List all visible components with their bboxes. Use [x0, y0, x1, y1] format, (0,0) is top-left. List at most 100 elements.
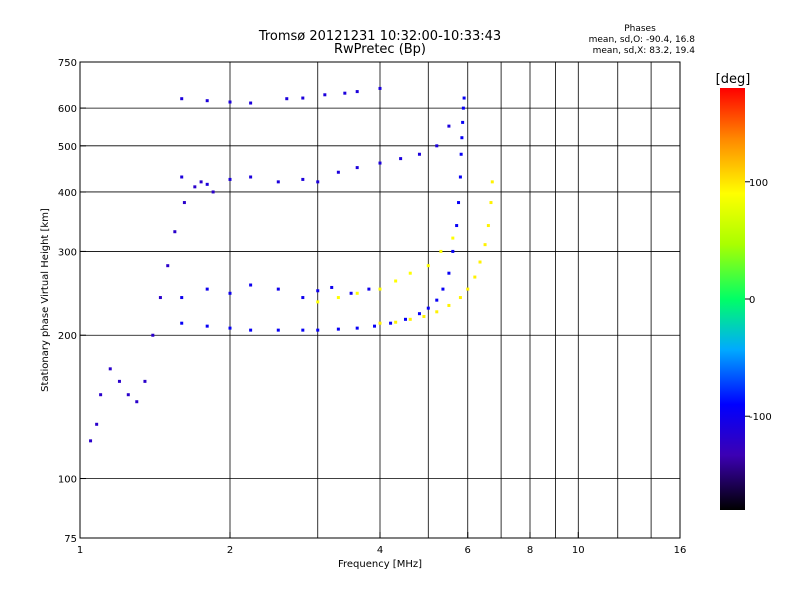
data-point	[205, 324, 209, 328]
y-tick-label: 600	[58, 104, 77, 115]
data-point	[447, 124, 451, 128]
data-point	[166, 264, 170, 268]
x-axis-label: Frequency [MHz]	[338, 559, 422, 570]
colorbar-label: [deg]	[716, 72, 751, 87]
colorbar-tick-label: -100	[749, 412, 772, 423]
data-point	[447, 303, 451, 307]
data-point	[205, 182, 209, 186]
data-point	[417, 152, 421, 156]
data-point	[378, 86, 382, 90]
chart-subtitle: RwPretec (Bp)	[334, 42, 426, 57]
stats-title: Phases	[624, 24, 656, 34]
data-point	[460, 136, 464, 140]
data-point	[228, 177, 232, 181]
data-point	[378, 287, 382, 291]
data-point	[441, 287, 445, 291]
data-point	[394, 320, 398, 324]
data-point	[158, 296, 162, 300]
data-point	[457, 201, 461, 205]
data-point	[205, 99, 209, 103]
data-point	[301, 177, 305, 181]
data-point	[422, 314, 426, 318]
data-point	[228, 100, 232, 104]
data-point	[355, 326, 359, 330]
stats-line-o: mean, sd,O: -90.4, 16.8	[589, 35, 696, 45]
data-point	[490, 180, 494, 184]
data-point	[95, 422, 99, 426]
grid-lines	[80, 62, 680, 538]
data-point	[182, 201, 186, 205]
data-point	[439, 249, 443, 253]
data-point	[211, 190, 215, 194]
y-axis-label: Stationary phase Virtual Height [km]	[40, 208, 51, 392]
data-point	[180, 321, 184, 325]
data-point	[285, 97, 289, 101]
data-point	[117, 379, 121, 383]
data-point	[180, 175, 184, 179]
data-point	[461, 106, 465, 110]
data-point	[462, 96, 466, 100]
x-axis-ticks: 1 2 4 6 8 10 16	[77, 532, 686, 556]
y-tick-label: 100	[58, 475, 77, 486]
data-point	[489, 201, 493, 205]
data-point	[151, 333, 155, 337]
data-point	[461, 120, 465, 124]
data-point	[316, 328, 320, 332]
data-point	[126, 393, 130, 397]
data-point	[355, 291, 359, 295]
data-point	[426, 306, 430, 310]
data-point	[451, 236, 455, 240]
y-tick-label: 200	[58, 331, 77, 342]
data-point	[173, 230, 177, 234]
x-tick-label: 8	[527, 545, 533, 556]
data-point	[249, 328, 253, 332]
y-tick-label: 400	[58, 188, 77, 199]
data-point	[435, 310, 439, 314]
data-point	[276, 287, 280, 291]
y-axis-ticks: 75 100 200 300 400 500 600 750	[58, 58, 86, 545]
data-point	[373, 324, 377, 328]
stats-line-x: mean, sd,X: 83.2, 19.4	[593, 46, 696, 56]
data-point	[403, 317, 407, 321]
data-point	[89, 439, 93, 443]
data-point	[249, 175, 253, 179]
data-point	[394, 279, 398, 283]
data-point	[435, 298, 439, 302]
data-point	[478, 260, 482, 264]
data-point	[466, 287, 470, 291]
data-point	[408, 271, 412, 275]
data-point	[228, 291, 232, 295]
y-tick-label: 500	[58, 142, 77, 153]
data-point	[417, 312, 421, 316]
data-point	[99, 393, 103, 397]
data-point	[473, 275, 477, 279]
data-point	[355, 166, 359, 170]
data-point	[451, 249, 455, 253]
data-point	[486, 224, 490, 228]
data-point	[180, 97, 184, 101]
data-point	[316, 300, 320, 304]
data-point	[143, 379, 147, 383]
data-point	[180, 296, 184, 300]
data-point	[316, 289, 320, 293]
data-point	[458, 175, 462, 179]
data-point	[228, 326, 232, 330]
colorbar-tick-label: 100	[749, 178, 768, 189]
data-point	[199, 180, 203, 184]
colorbar-tick-label: 0	[749, 295, 755, 306]
data-point	[301, 96, 305, 100]
data-point	[378, 161, 382, 165]
data-point	[108, 367, 112, 371]
data-point	[336, 327, 340, 331]
data-point	[276, 328, 280, 332]
colorbar-ticks: -100 0 100	[745, 178, 772, 423]
data-point	[301, 296, 305, 300]
x-tick-label: 10	[572, 545, 585, 556]
data-point	[435, 144, 439, 148]
data-point	[336, 170, 340, 174]
data-point	[276, 180, 280, 184]
data-point	[205, 287, 209, 291]
data-point	[343, 91, 347, 95]
y-tick-label: 75	[64, 534, 77, 545]
